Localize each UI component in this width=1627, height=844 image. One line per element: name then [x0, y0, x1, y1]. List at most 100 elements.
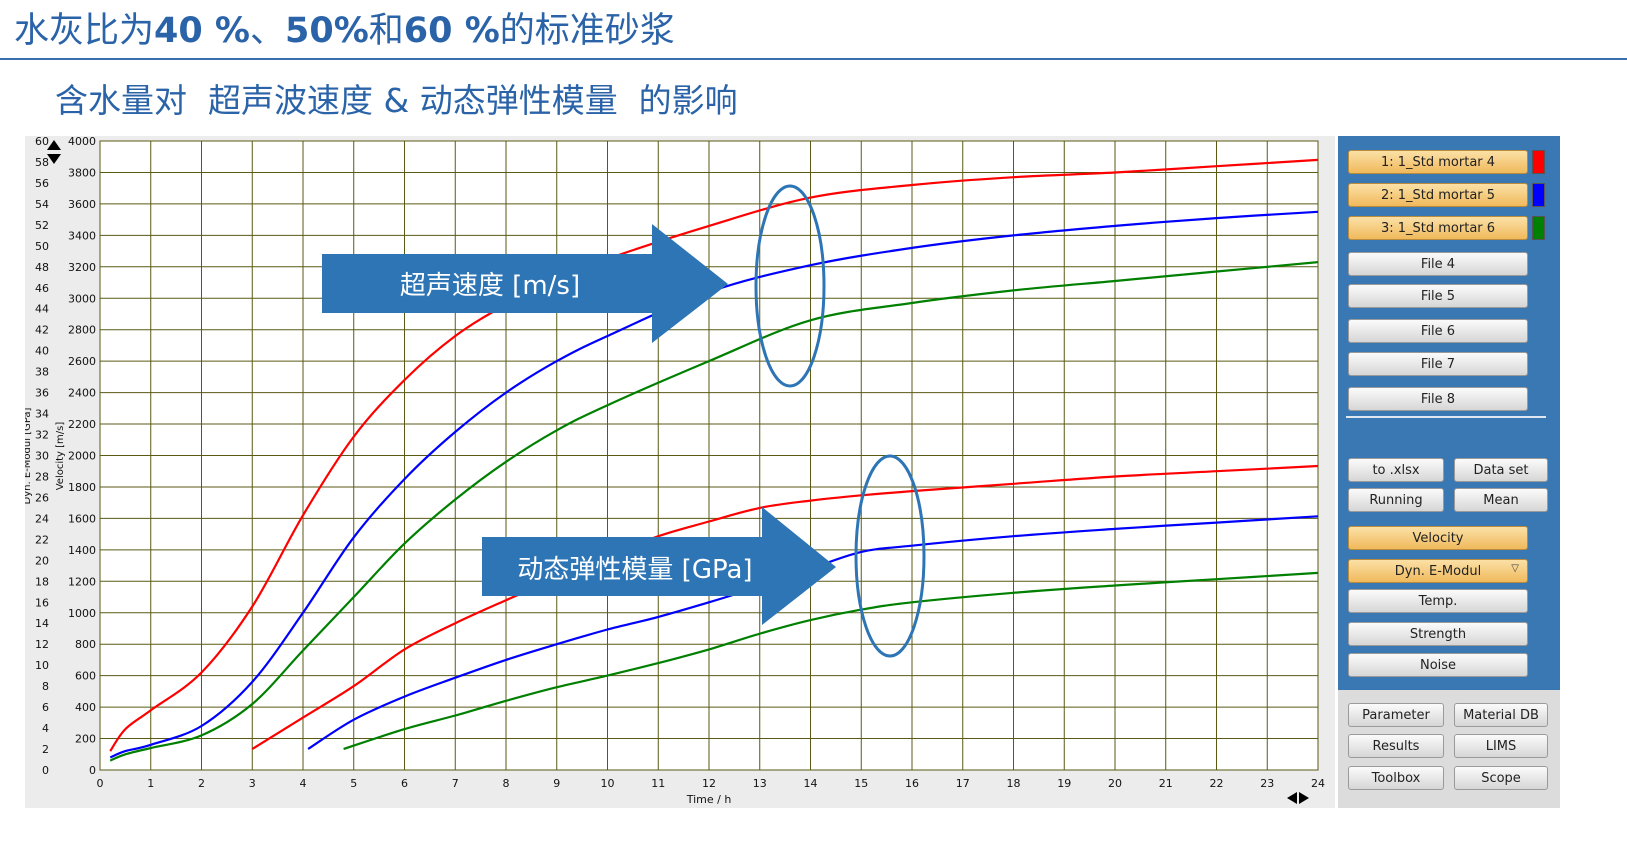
y-tick-label: 3200 [68, 261, 96, 274]
x-tick-label: 13 [753, 777, 767, 790]
scroll-right-icon[interactable] [1299, 792, 1309, 804]
y2-tick-label: 36 [35, 387, 49, 400]
y-tick-label: 1400 [68, 544, 96, 557]
y2-tick-label: 30 [35, 450, 49, 463]
y2-tick-label: 44 [35, 303, 49, 316]
x-tick-label: 7 [452, 777, 459, 790]
series-button-2[interactable]: 2: 1_Std mortar 5 [1348, 183, 1528, 207]
page-title: 水灰比为40 %、50%和60 %的标准砂浆 [14, 2, 675, 53]
series-button-1[interactable]: 1: 1_Std mortar 4 [1348, 150, 1528, 174]
y-tick-label: 1600 [68, 512, 96, 525]
y2-tick-label: 2 [42, 743, 49, 756]
page-subtitle: 含水量对 超声波速度 & 动态弹性模量 的影响 [55, 81, 738, 120]
x-tick-label: 24 [1311, 777, 1325, 790]
lims-button[interactable]: LIMS [1454, 734, 1548, 758]
toolbox-button[interactable]: Toolbox [1348, 766, 1444, 790]
title-wc-50: 50% [285, 11, 369, 51]
series-line-modulus [343, 571, 1319, 751]
export-xlsx-button[interactable]: to .xlsx [1348, 458, 1444, 482]
y-tick-label: 1200 [68, 575, 96, 588]
strength-button[interactable]: Strength [1348, 622, 1528, 646]
x-tick-label: 4 [300, 777, 307, 790]
file-6-button[interactable]: File 6 [1348, 319, 1528, 343]
x-tick-label: 12 [702, 777, 716, 790]
series-line-modulus [251, 464, 1319, 750]
y-tick-label: 3600 [68, 198, 96, 211]
title-wc-40: 40 % [154, 11, 250, 51]
y2-tick-label: 16 [35, 596, 49, 609]
series-color-swatch-3[interactable] [1532, 216, 1545, 240]
scroll-left-icon[interactable] [1287, 792, 1297, 804]
x-tick-label: 14 [804, 777, 818, 790]
x-tick-label: 1 [147, 777, 154, 790]
x-tick-label: 0 [97, 777, 104, 790]
y2-tick-label: 40 [35, 345, 49, 358]
running-button[interactable]: Running [1348, 488, 1444, 512]
y2-tick-label: 52 [35, 219, 49, 232]
y2-tick-label: 48 [35, 261, 49, 274]
velocity-highlight-ellipse [754, 184, 826, 388]
y-tick-label: 600 [75, 670, 96, 683]
y-tick-label: 2000 [68, 450, 96, 463]
file-4-button[interactable]: File 4 [1348, 252, 1528, 276]
y2-axis-title: Dyn. E-Modul [GPa] [25, 407, 33, 504]
title-text-2: 、 [249, 11, 285, 51]
x-tick-label: 16 [905, 777, 919, 790]
series-button-3[interactable]: 3: 1_Std mortar 6 [1348, 216, 1528, 240]
y2-tick-label: 4 [42, 722, 49, 735]
y-tick-label: 2800 [68, 324, 96, 337]
y-tick-label: 3800 [68, 166, 96, 179]
y2-tick-label: 18 [35, 575, 49, 588]
parameter-button[interactable]: Parameter [1348, 703, 1444, 727]
chart: 0 1 2 3 4 5 6 7 8 9 10 11 12 13 14 15 16 17 18 19 20 21 22 23 24… [25, 136, 1325, 806]
material-db-button[interactable]: Material DB [1454, 703, 1548, 727]
x-tick-label: 18 [1007, 777, 1021, 790]
x-tick-label: 5 [350, 777, 357, 790]
y2-tick-label: 56 [35, 177, 49, 190]
temp-button[interactable]: Temp. [1348, 589, 1528, 613]
y2-tick-label: 60 [35, 136, 49, 148]
file-5-button[interactable]: File 5 [1348, 284, 1528, 308]
velocity-callout-label: 超声速度 [m/s] [400, 271, 580, 301]
x-axis-title: Time / h [686, 793, 732, 806]
axis-scroll-down-icon[interactable] [47, 154, 61, 164]
results-button[interactable]: Results [1348, 734, 1444, 758]
x-tick-label: 11 [651, 777, 665, 790]
plot-panel: 0 1 2 3 4 5 6 7 8 9 10 11 12 13 14 15 16 17 18 19 20 21 22 23 24… [25, 136, 1335, 808]
x-tick-label: 17 [956, 777, 970, 790]
file-8-button[interactable]: File 8 [1348, 387, 1528, 411]
y2-tick-label: 20 [35, 554, 49, 567]
x-tick-label: 3 [249, 777, 256, 790]
x-tick-label: 21 [1159, 777, 1173, 790]
mean-button[interactable]: Mean [1454, 488, 1548, 512]
series-color-swatch-2[interactable] [1532, 183, 1545, 207]
modulus-callout-arrow [482, 507, 836, 625]
scope-button[interactable]: Scope [1454, 766, 1548, 790]
velocity-callout-arrow [322, 224, 728, 343]
modulus-highlight-ellipse [854, 454, 926, 658]
x-tick-label: 10 [601, 777, 615, 790]
x-tick-label: 8 [503, 777, 510, 790]
y2-tick-label: 34 [35, 408, 49, 421]
velocity-button[interactable]: Velocity [1348, 526, 1528, 550]
series-line-velocity [109, 210, 1319, 759]
y2-tick-label: 12 [35, 638, 49, 651]
y-tick-label: 1800 [68, 481, 96, 494]
x-tick-label: 6 [401, 777, 408, 790]
y2-tick-label: 26 [35, 491, 49, 504]
chevron-down-icon: ▽ [1511, 563, 1519, 574]
dyn-e-modul-dropdown[interactable]: Dyn. E-Modul ▽ [1348, 559, 1528, 583]
y2-tick-label: 24 [35, 512, 49, 525]
y2-tick-label: 8 [42, 680, 49, 693]
data-set-button[interactable]: Data set [1454, 458, 1548, 482]
title-text-3: 和 [368, 11, 404, 51]
y2-tick-label: 58 [35, 156, 49, 169]
noise-button[interactable]: Noise [1348, 653, 1528, 677]
axis-scroll-up-icon[interactable] [47, 140, 61, 150]
y2-tick-label: 6 [42, 701, 49, 714]
y2-tick-label: 46 [35, 282, 49, 295]
file-7-button[interactable]: File 7 [1348, 352, 1528, 376]
y-tick-label: 400 [75, 701, 96, 714]
series-color-swatch-1[interactable] [1532, 150, 1545, 174]
y-tick-label: 1000 [68, 607, 96, 620]
